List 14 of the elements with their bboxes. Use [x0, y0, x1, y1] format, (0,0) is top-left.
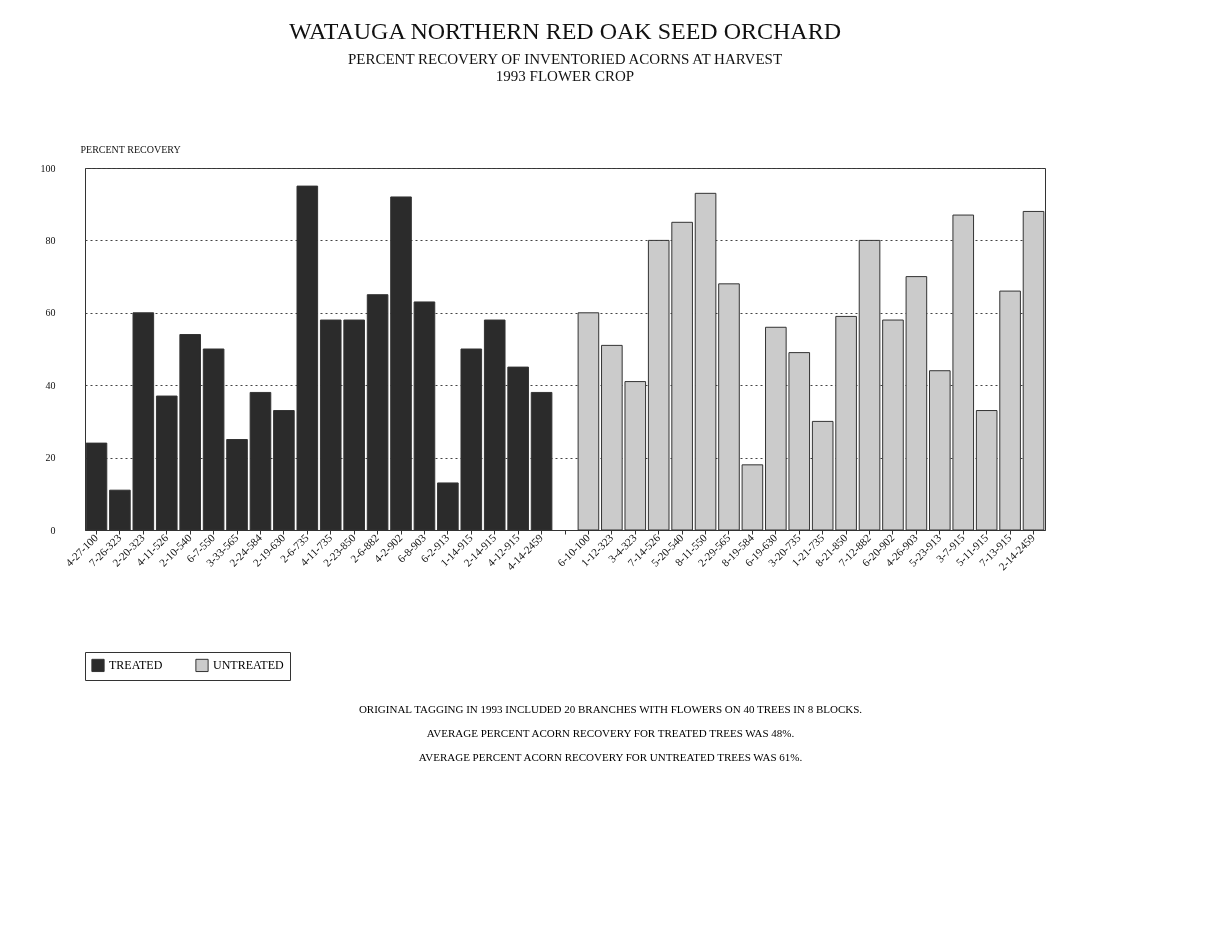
chart-subtitle: PERCENT RECOVERY OF INVENTORIED ACORNS AT HARVEST 1993 FLOWER CROP [347, 51, 783, 84]
y-tick-label: 40 [45, 379, 56, 391]
legend-label: TREATED [109, 658, 163, 673]
y-tick-label: 80 [45, 234, 56, 246]
y-tick-label: 20 [45, 452, 56, 464]
text: AVERAGE PERCENT ACORN RECOVERY FOR UNTREATED TREES WAS 61%. [417, 750, 804, 765]
text: AVERAGE PERCENT ACORN RECOVERY FOR TREATED TREES WAS 48%. [425, 726, 796, 741]
legend-label: UNTREATED [213, 658, 284, 673]
chart-title: WATAUGA NORTHERN RED OAK SEED ORCHARD [289, 18, 841, 44]
y-axis-title: PERCENT RECOVERY [80, 143, 181, 155]
y-tick-label: 60 [45, 307, 56, 319]
text: ORIGINAL TAGGING IN 1993 INCLUDED 20 BRANCHES WITH FLOWERS ON 40 TREES IN 8 BLOCKS. [357, 702, 864, 717]
y-tick-label: 0 [50, 524, 56, 536]
y-tick-label: 100 [40, 162, 56, 174]
